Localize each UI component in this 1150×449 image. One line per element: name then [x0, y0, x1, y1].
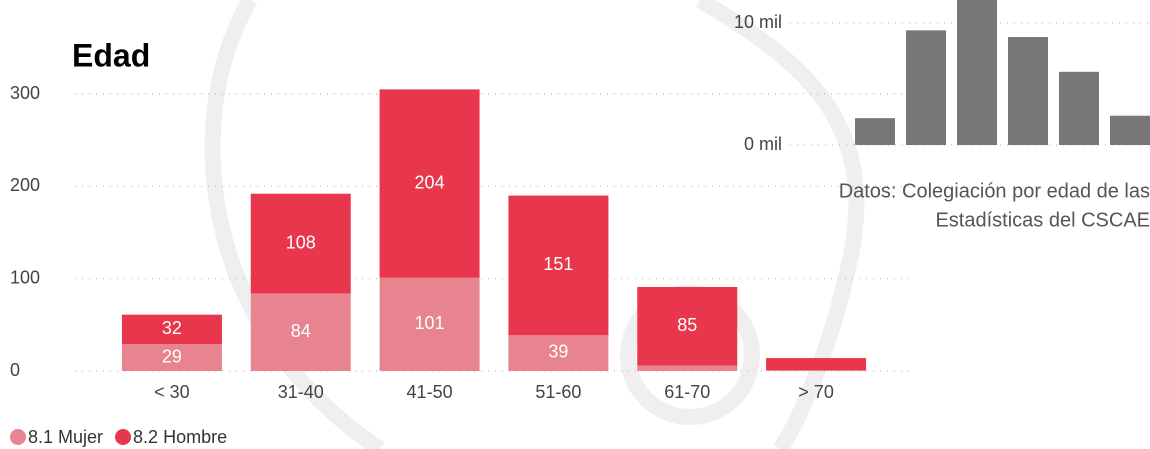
bar — [855, 118, 895, 145]
bar-segment — [250, 193, 351, 294]
data-label: 84 — [291, 321, 311, 341]
chart-title: Edad — [72, 37, 150, 73]
x-tick-label: > 70 — [798, 382, 834, 402]
bar-segment — [121, 314, 222, 345]
y-tick-label: 200 — [10, 175, 40, 195]
data-label: 39 — [548, 342, 568, 362]
y-tick-label: 10 mil — [734, 12, 782, 32]
x-tick-label: < 30 — [154, 382, 190, 402]
data-label: 85 — [677, 315, 697, 335]
legend-marker — [115, 429, 132, 445]
bar-segment — [766, 358, 867, 371]
bar-segment — [379, 89, 480, 278]
legend-label: 8.1 Mujer — [28, 427, 103, 447]
watermark — [204, 0, 865, 449]
data-label: 29 — [162, 346, 182, 366]
bar — [906, 30, 946, 145]
y-tick-label: 0 — [10, 360, 20, 380]
legend-marker — [10, 429, 26, 445]
bar-segment — [637, 365, 738, 371]
caption: Datos: Colegiación por edad de las — [839, 180, 1150, 202]
y-tick-label: 100 — [10, 267, 40, 287]
x-tick-label: 51-60 — [535, 382, 581, 402]
x-tick-label: 41-50 — [407, 382, 453, 402]
data-label: 101 — [415, 313, 445, 333]
bar-segment — [379, 277, 480, 371]
bar-segment — [508, 195, 609, 335]
watermark-arc — [695, 0, 865, 449]
bar-segment — [508, 334, 609, 371]
bar — [1059, 71, 1099, 145]
bar-segment — [637, 286, 738, 366]
legend-label: 8.2 Hombre — [133, 427, 227, 447]
data-label: 151 — [543, 254, 573, 274]
data-label: 204 — [415, 172, 445, 192]
x-tick-label: 61-70 — [664, 382, 710, 402]
bar-segment — [250, 293, 351, 371]
bar — [957, 0, 997, 145]
bar-segment — [121, 344, 222, 371]
bar — [1110, 115, 1150, 145]
caption: Estadísticas del CSCAE — [935, 209, 1150, 231]
bar-segment — [766, 370, 867, 371]
data-label: 108 — [286, 232, 316, 252]
y-tick-label: 0 mil — [744, 134, 782, 154]
data-label: 32 — [162, 318, 182, 338]
bar — [1008, 37, 1048, 145]
x-tick-label: 31-40 — [278, 382, 324, 402]
watermark-arc — [204, 0, 385, 449]
y-tick-label: 300 — [10, 83, 40, 103]
